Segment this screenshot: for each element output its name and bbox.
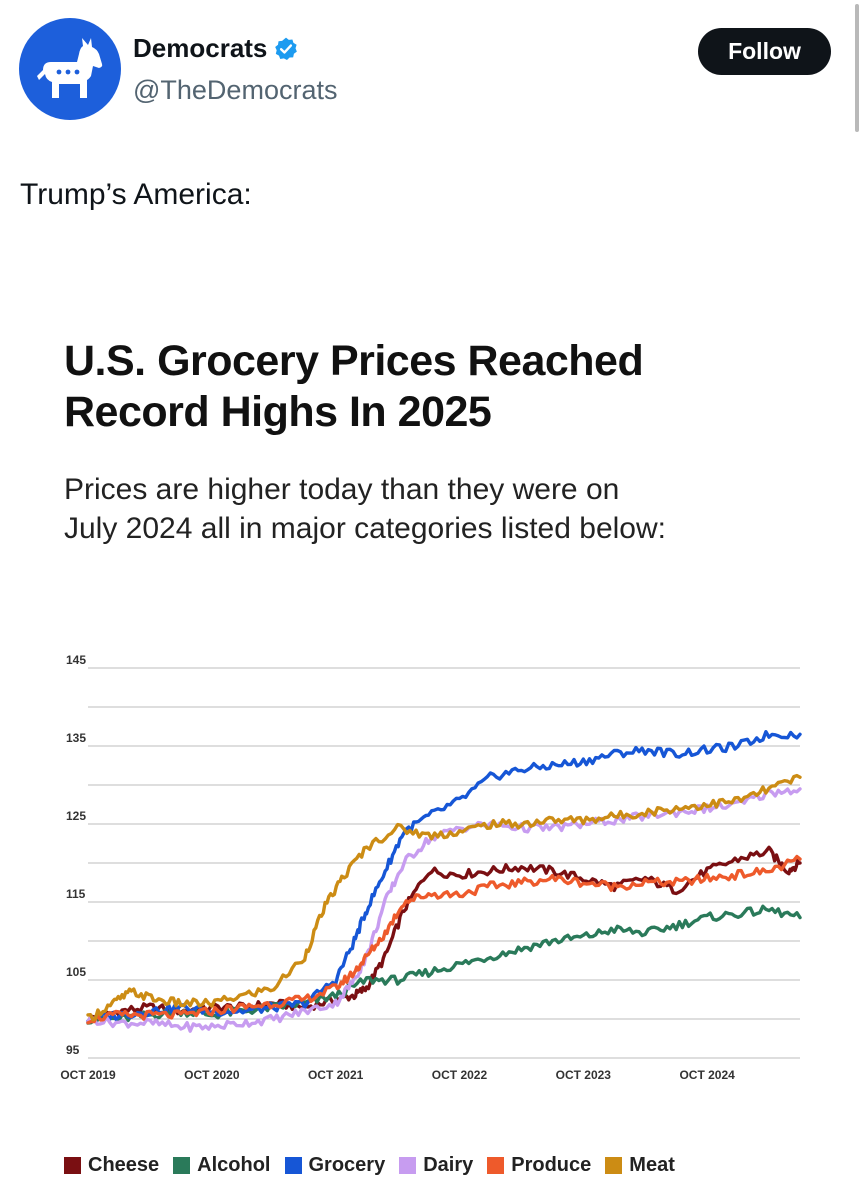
donkey-logo-icon [37, 38, 103, 98]
x-tick-label: OCT 2021 [308, 1068, 364, 1082]
legend-swatch [173, 1157, 191, 1174]
account-name-row: Democrats [133, 33, 299, 64]
tweet-text: Trump’s America: [20, 178, 252, 211]
legend-item-dairy: Dairy [399, 1154, 473, 1177]
legend-label: Cheese [88, 1154, 160, 1176]
legend-item-produce: Produce [487, 1154, 591, 1177]
legend-item-meat: Meat [605, 1154, 675, 1177]
series-line-cheese [86, 845, 802, 1024]
legend-item-alcohol: Alcohol [173, 1154, 271, 1177]
legend-label: Produce [511, 1154, 592, 1176]
series-line-alcohol [86, 904, 802, 1025]
x-tick-label: OCT 2022 [432, 1068, 488, 1082]
legend-item-grocery: Grocery [284, 1154, 386, 1177]
y-tick-label: 145 [66, 653, 86, 667]
y-tick-label: 95 [66, 1043, 80, 1057]
chart-subhead: Prices are higher today than they were o… [64, 470, 824, 548]
series-line-grocery [86, 729, 802, 1023]
y-tick-label: 105 [66, 965, 86, 979]
verified-badge-icon [275, 37, 298, 60]
legend-label: Alcohol [197, 1154, 271, 1176]
legend-label: Meat [629, 1154, 675, 1176]
y-tick-label: 115 [66, 887, 86, 901]
scrollbar[interactable] [855, 4, 859, 132]
legend-item-cheese: Cheese [64, 1154, 159, 1177]
subhead-line-2: July 2024 all in major categories listed… [64, 512, 666, 545]
chart-headline: U.S. Grocery Prices Reached Record Highs… [64, 336, 844, 438]
series-line-meat [86, 773, 802, 1022]
legend-swatch [399, 1157, 417, 1174]
legend-label: Dairy [423, 1154, 474, 1176]
price-line-chart: 95 105 115 125 135 145 OCT 2019 OCT 2020 OCT 202… [60, 653, 802, 1082]
series-line-dairy [86, 787, 802, 1033]
follow-button[interactable]: Follow [698, 28, 831, 75]
account-handle[interactable]: @TheDemocrats [133, 75, 338, 105]
headline-line-2: Record Highs In 2025 [64, 388, 492, 436]
y-tick-label: 125 [66, 809, 86, 823]
x-tick-label: OCT 2023 [556, 1068, 612, 1082]
x-tick-label: OCT 2024 [679, 1068, 735, 1082]
legend-swatch [64, 1157, 81, 1174]
account-name[interactable]: Democrats [133, 33, 268, 63]
legend-swatch [487, 1157, 505, 1174]
chart-legend: Cheese Alcohol Grocery Dairy Produce Meat [64, 1154, 675, 1177]
legend-swatch [284, 1157, 302, 1174]
avatar[interactable] [19, 18, 121, 120]
x-tick-label: OCT 2020 [184, 1068, 240, 1082]
legend-swatch [605, 1157, 623, 1174]
y-tick-label: 135 [66, 731, 86, 745]
legend-label: Grocery [308, 1154, 386, 1176]
x-tick-label: OCT 2019 [60, 1068, 116, 1082]
series-line-produce [86, 854, 802, 1025]
subhead-line-1: Prices are higher today than they were o… [64, 473, 620, 506]
headline-line-1: U.S. Grocery Prices Reached [64, 337, 644, 385]
